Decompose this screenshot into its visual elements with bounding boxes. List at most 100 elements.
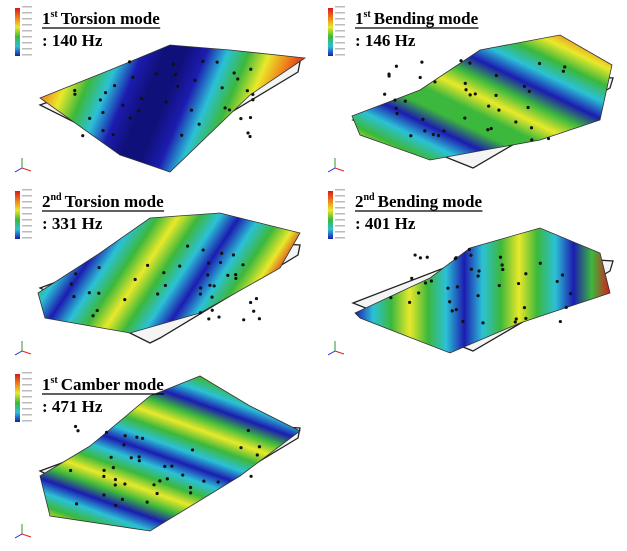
node-dot: [199, 286, 202, 289]
node-dot: [123, 298, 126, 301]
node-dot: [464, 88, 467, 91]
node-dot: [523, 306, 526, 309]
node-dot: [524, 272, 527, 275]
node-dot: [221, 86, 224, 89]
node-dot: [246, 89, 249, 92]
node-dot: [131, 76, 134, 79]
node-dot: [99, 98, 102, 101]
node-dot: [388, 74, 391, 77]
node-dot: [88, 117, 91, 120]
node-dot: [219, 261, 222, 264]
node-dot: [530, 126, 533, 129]
node-dot: [495, 74, 498, 77]
mode-ordinal: 1: [42, 9, 51, 28]
node-dot: [468, 248, 471, 251]
node-dot: [481, 321, 484, 324]
legend-tick: [22, 24, 32, 26]
node-dot: [474, 92, 477, 95]
node-dot: [470, 268, 473, 271]
node-dot: [251, 93, 254, 96]
node-dot: [154, 72, 157, 75]
node-dot: [239, 446, 242, 449]
node-dot: [190, 109, 193, 112]
node-dot: [258, 445, 261, 448]
legend-tick: [22, 390, 32, 392]
node-dot: [469, 93, 472, 96]
legend-tick: [22, 420, 32, 422]
figure: 1stTorsion mode: 140 Hz1stBending mode: …: [0, 0, 627, 551]
node-dot: [217, 480, 220, 483]
legend-tick: [335, 195, 345, 197]
legend-tick: [22, 54, 32, 56]
legend-tick: [22, 408, 32, 410]
node-dot: [419, 256, 422, 259]
legend-tick: [335, 12, 345, 14]
node-dot: [556, 280, 559, 283]
axis-triad: [22, 351, 31, 354]
node-dot: [242, 318, 245, 321]
legend-tick: [335, 225, 345, 227]
node-dot: [217, 315, 220, 318]
node-dot: [539, 262, 542, 265]
node-dot: [410, 277, 413, 280]
mode-frequency: : 146 Hz: [355, 31, 416, 50]
legend-tick: [22, 237, 32, 239]
node-dot: [96, 309, 99, 312]
node-dot: [105, 431, 108, 434]
legend-tick: [22, 48, 32, 50]
legend-tick: [22, 201, 32, 203]
node-dot: [207, 261, 210, 264]
node-dot: [409, 134, 412, 137]
node-dot: [477, 274, 480, 277]
node-dot: [413, 253, 416, 256]
node-dot: [174, 73, 177, 76]
legend-tick: [22, 414, 32, 416]
color-legend: [15, 8, 20, 56]
legend-tick: [22, 30, 32, 32]
node-dot: [199, 292, 202, 295]
node-dot: [189, 486, 192, 489]
node-dot: [455, 256, 458, 259]
color-legend: [328, 191, 333, 239]
node-dot: [69, 469, 72, 472]
node-dot: [448, 300, 451, 303]
node-dot: [170, 464, 173, 467]
legend-tick: [22, 207, 32, 209]
legend-tick: [335, 201, 345, 203]
node-dot: [114, 483, 117, 486]
node-dot: [424, 281, 427, 284]
node-dot: [236, 77, 239, 80]
node-dot: [180, 134, 183, 137]
axis-triad: [335, 351, 344, 354]
legend-tick: [335, 231, 345, 233]
node-dot: [459, 59, 462, 62]
node-dot: [128, 60, 131, 63]
node-dot: [256, 453, 259, 456]
node-dot: [494, 94, 497, 97]
node-dot: [395, 65, 398, 68]
legend-tick: [22, 219, 32, 221]
node-dot: [176, 85, 179, 88]
node-dot: [112, 466, 115, 469]
node-dot: [565, 306, 568, 309]
mode-name: Torsion mode: [61, 9, 160, 28]
mode-suffix: nd: [364, 192, 376, 203]
legend-tick: [22, 225, 32, 227]
node-dot: [423, 129, 426, 132]
axis-triad: [335, 168, 344, 171]
color-legend: [328, 8, 333, 56]
node-dot: [97, 266, 100, 269]
legend-tick: [335, 48, 345, 50]
node-dot: [464, 82, 467, 85]
mode-frequency: : 140 Hz: [42, 31, 103, 50]
mode-frequency: : 401 Hz: [355, 214, 416, 233]
legend-tick: [22, 42, 32, 44]
legend-tick: [335, 189, 345, 191]
legend-tick: [335, 18, 345, 20]
node-dot: [383, 93, 386, 96]
node-dot: [91, 314, 94, 317]
node-dot: [210, 296, 213, 299]
node-dot: [130, 456, 133, 459]
